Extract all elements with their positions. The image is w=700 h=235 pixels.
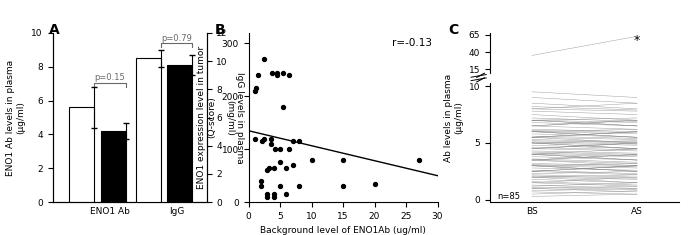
Point	[293, 139, 304, 143]
Text: A: A	[50, 23, 60, 37]
Point	[259, 58, 270, 61]
Point	[293, 184, 304, 188]
Point	[306, 158, 317, 162]
Point	[268, 166, 279, 170]
Text: r=-0.13: r=-0.13	[392, 38, 432, 48]
Bar	[167, 65, 192, 202]
Point	[265, 137, 276, 141]
X-axis label: Background level of ENO1Ab (ug/ml): Background level of ENO1Ab (ug/ml)	[260, 226, 426, 235]
Point	[277, 71, 288, 74]
Point	[337, 158, 349, 162]
Point	[287, 139, 298, 143]
Point	[274, 161, 286, 164]
Point	[265, 142, 276, 146]
Bar	[69, 107, 94, 202]
Point	[284, 147, 295, 151]
Point	[413, 158, 424, 162]
Bar	[468, 74, 490, 82]
Point	[251, 86, 262, 90]
Point	[262, 195, 273, 199]
Text: p=0.79: p=0.79	[161, 34, 192, 43]
Point	[256, 179, 267, 183]
Point	[272, 71, 283, 74]
Text: B: B	[214, 23, 225, 37]
Point	[272, 73, 283, 77]
Point	[256, 184, 267, 188]
Point	[263, 166, 274, 170]
Text: n=85: n=85	[498, 192, 521, 201]
Point	[249, 137, 260, 141]
Y-axis label: IgG levels in plasma
(mg/ml): IgG levels in plasma (mg/ml)	[225, 72, 244, 163]
Point	[252, 73, 263, 77]
Point	[257, 139, 268, 143]
Point	[268, 192, 279, 196]
Text: *: *	[634, 34, 640, 47]
Point	[262, 192, 273, 196]
Point	[369, 182, 380, 185]
Point	[274, 184, 286, 188]
Point	[268, 195, 279, 199]
Point	[337, 184, 349, 188]
Point	[267, 71, 278, 74]
Point	[277, 105, 288, 109]
Point	[270, 147, 281, 151]
Y-axis label: Ab levels in plasma
(μg/ml): Ab levels in plasma (μg/ml)	[444, 73, 463, 162]
Point	[249, 89, 260, 93]
Bar	[136, 58, 161, 202]
Point	[281, 192, 292, 196]
Text: C: C	[449, 23, 458, 37]
Point	[284, 73, 295, 77]
Y-axis label: ENO1 Ab levels in plasma
(μg/ml): ENO1 Ab levels in plasma (μg/ml)	[6, 59, 26, 176]
Point	[262, 168, 273, 172]
Text: p=0.15: p=0.15	[94, 73, 125, 82]
Point	[274, 147, 286, 151]
Point	[259, 137, 270, 141]
Point	[281, 166, 292, 170]
Y-axis label: ENO1 expression level in tumor
(Q-score): ENO1 expression level in tumor (Q-score)	[197, 46, 216, 189]
Point	[287, 163, 298, 167]
Bar	[101, 131, 126, 202]
